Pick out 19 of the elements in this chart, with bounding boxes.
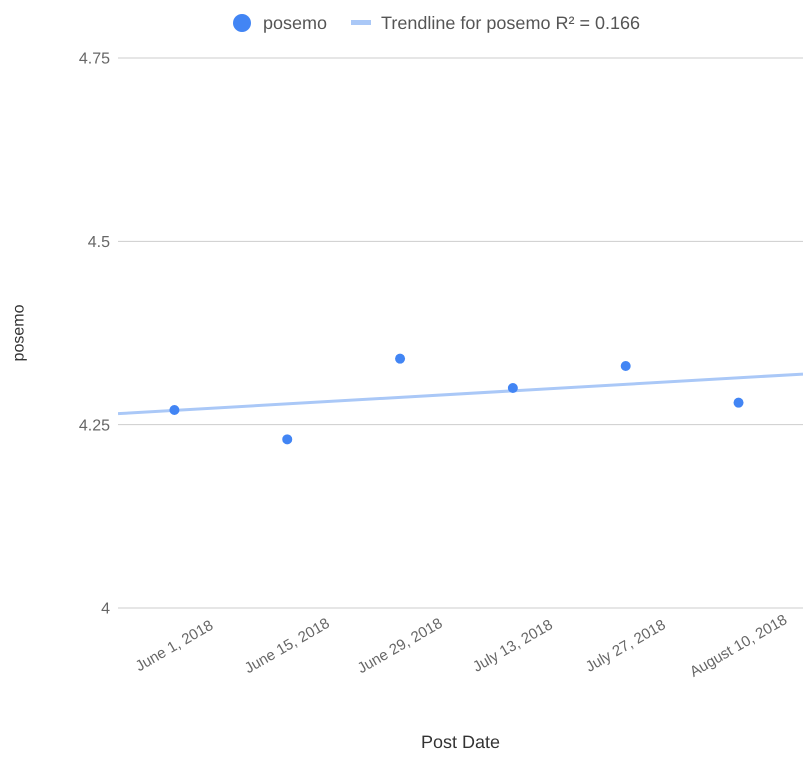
legend-label: posemo bbox=[262, 12, 328, 34]
x-tick-label: July 13, 2018 bbox=[470, 616, 556, 676]
point bbox=[282, 434, 292, 444]
x-tick-label: June 1, 2018 bbox=[132, 616, 216, 676]
x-tick-label: June 29, 2018 bbox=[354, 614, 446, 678]
point bbox=[620, 361, 631, 371]
x-tick-label: June 15, 2018 bbox=[242, 614, 333, 678]
point bbox=[508, 383, 518, 393]
legend-label: Trendline for posemo R² = 0.166 bbox=[381, 12, 640, 34]
y-axis-title: posemo bbox=[10, 304, 28, 362]
y-tick-label: 4.5 bbox=[88, 234, 110, 252]
x-axis-title: Post Date bbox=[420, 732, 500, 752]
y-tick-label: 4 bbox=[101, 600, 110, 618]
y-tick-label: 4.75 bbox=[78, 50, 110, 68]
point bbox=[734, 398, 744, 408]
x-tick-label: July 27, 2018 bbox=[582, 616, 669, 676]
point bbox=[169, 405, 180, 415]
y-tick-label: 4.25 bbox=[78, 417, 110, 434]
point bbox=[395, 354, 406, 364]
